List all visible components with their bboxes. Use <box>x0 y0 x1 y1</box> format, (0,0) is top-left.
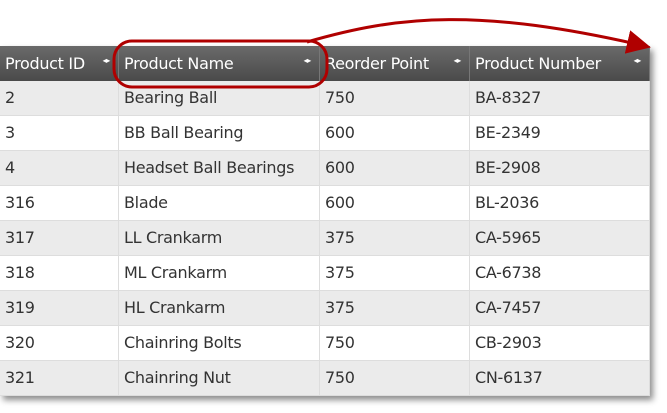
column-move-icon[interactable]: ◂▸ <box>453 56 462 65</box>
table-cell: CN-6137 <box>470 361 650 395</box>
table-row[interactable]: 316 Blade 600 BL-2036 <box>0 186 650 221</box>
table-cell: CB-2903 <box>470 326 650 360</box>
column-header-product-name[interactable]: Product Name ◂▸ <box>119 46 320 81</box>
table-row[interactable]: 318 ML Crankarm 375 CA-6738 <box>0 256 650 291</box>
column-header-reorder-point[interactable]: Reorder Point ◂▸ <box>320 46 470 81</box>
table-cell: LL Crankarm <box>119 221 320 255</box>
table-cell: Bearing Ball <box>119 81 320 115</box>
table-row[interactable]: 4 Headset Ball Bearings 600 BE-2908 <box>0 151 650 186</box>
table-row[interactable]: 3 BB Ball Bearing 600 BE-2349 <box>0 116 650 151</box>
grid-header: Product ID ◂▸ Product Name ◂▸ Reorder Poin… <box>0 46 650 81</box>
column-move-icon[interactable]: ◂▸ <box>303 56 312 65</box>
table-cell: CA-5965 <box>470 221 650 255</box>
header-label: Product Number <box>475 54 601 73</box>
table-cell: Blade <box>119 186 320 220</box>
table-cell: CA-7457 <box>470 291 650 325</box>
table-row[interactable]: 320 Chainring Bolts 750 CB-2903 <box>0 326 650 361</box>
column-move-icon[interactable]: ◂▸ <box>102 56 111 65</box>
table-cell: BB Ball Bearing <box>119 116 320 150</box>
table-cell: 375 <box>320 221 470 255</box>
table-cell: 2 <box>0 81 119 115</box>
table-cell: BA-8327 <box>470 81 650 115</box>
table-cell: CA-6738 <box>470 256 650 290</box>
grid-body: 2 Bearing Ball 750 BA-8327 3 BB Ball Bearing 6… <box>0 81 650 396</box>
header-label: Product ID <box>5 54 85 73</box>
table-cell: 316 <box>0 186 119 220</box>
column-move-icon[interactable]: ◂▸ <box>633 56 642 65</box>
table-cell: 750 <box>320 81 470 115</box>
table-cell: 321 <box>0 361 119 395</box>
arrow-annotation <box>306 18 651 54</box>
column-header-product-id[interactable]: Product ID ◂▸ <box>0 46 119 81</box>
table-row[interactable]: 319 HL Crankarm 375 CA-7457 <box>0 291 650 326</box>
table-row[interactable]: 317 LL Crankarm 375 CA-5965 <box>0 221 650 256</box>
table-cell: Headset Ball Bearings <box>119 151 320 185</box>
table-cell: Chainring Bolts <box>119 326 320 360</box>
table-cell: 319 <box>0 291 119 325</box>
table-cell: ML Crankarm <box>119 256 320 290</box>
table-cell: 3 <box>0 116 119 150</box>
highlight-ellipse <box>112 39 329 89</box>
table-cell: BL-2036 <box>470 186 650 220</box>
table-cell: 750 <box>320 361 470 395</box>
table-cell: 750 <box>320 326 470 360</box>
table-cell: HL Crankarm <box>119 291 320 325</box>
header-label: Product Name <box>124 54 234 73</box>
table-cell: 318 <box>0 256 119 290</box>
table-cell: 600 <box>320 116 470 150</box>
table-cell: 320 <box>0 326 119 360</box>
table-cell: 317 <box>0 221 119 255</box>
table-cell: Chainring Nut <box>119 361 320 395</box>
table-cell: 600 <box>320 151 470 185</box>
table-cell: 4 <box>0 151 119 185</box>
table-cell: 375 <box>320 256 470 290</box>
table-cell: 375 <box>320 291 470 325</box>
table-cell: BE-2349 <box>470 116 650 150</box>
table-row[interactable]: 2 Bearing Ball 750 BA-8327 <box>0 81 650 116</box>
table-cell: BE-2908 <box>470 151 650 185</box>
data-grid: Product ID ◂▸ Product Name ◂▸ Reorder Poin… <box>0 46 650 396</box>
header-label: Reorder Point <box>325 54 429 73</box>
table-row[interactable]: 321 Chainring Nut 750 CN-6137 <box>0 361 650 396</box>
column-header-product-number[interactable]: Product Number ◂▸ <box>470 46 650 81</box>
table-cell: 600 <box>320 186 470 220</box>
